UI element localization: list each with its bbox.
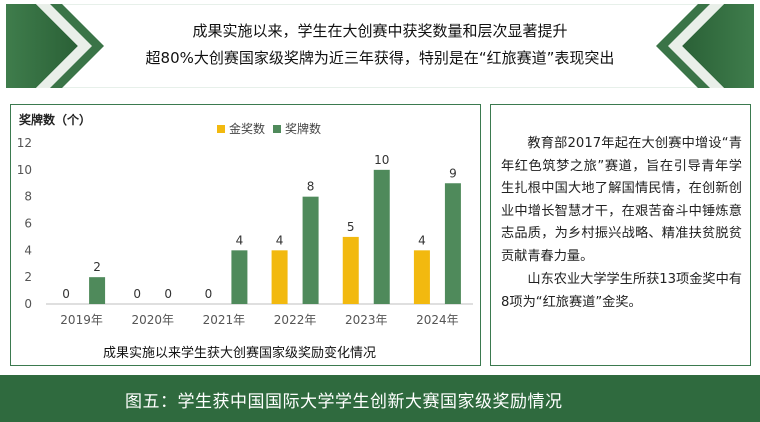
x-tick-label: 2020年: [131, 313, 174, 327]
y-tick-label: 0: [24, 297, 32, 311]
bar: [342, 236, 359, 304]
bar: [231, 250, 248, 304]
bar-chart: 奖牌数（个） 0 2 4 6 8 10 12 金奖数 奖牌数 0 2 2019年 0 0 2020年 0 4 202…: [17, 112, 473, 361]
description-paragraph-2: 山东农业大学学生所获13项金奖中有8项为“红旅赛道”金奖。: [501, 272, 742, 310]
y-tick-label: 6: [24, 217, 32, 231]
legend-swatch: [273, 125, 281, 133]
y-tick-label: 4: [24, 243, 32, 257]
x-tick-label: 2024年: [416, 313, 459, 327]
data-label: 2: [93, 260, 101, 274]
data-label: 0: [205, 287, 213, 301]
y-tick-label: 12: [17, 136, 32, 150]
x-tick-label: 2019年: [60, 313, 103, 327]
bar: [444, 183, 461, 304]
data-label: 10: [374, 153, 389, 167]
data-label: 0: [62, 287, 70, 301]
bar: [302, 196, 319, 304]
data-label: 4: [276, 233, 284, 247]
y-tick-label: 2: [24, 270, 32, 284]
legend-label: 奖牌数: [285, 121, 321, 136]
y-axis-title: 奖牌数（个）: [19, 112, 91, 127]
x-tick-label: 2022年: [274, 313, 317, 327]
data-label: 8: [307, 180, 315, 194]
bar: [89, 277, 106, 304]
header-banner: 成果实施以来，学生在大创赛中获奖数量和层次显著提升 超80%大创赛国家级奖牌为近…: [6, 4, 754, 88]
chart-panel: 奖牌数（个） 0 2 4 6 8 10 12 金奖数 奖牌数 0 2 2019年 0 0 2020年 0 4 202…: [10, 104, 481, 366]
data-label: 9: [449, 166, 457, 180]
chart-caption: 成果实施以来学生获大创赛国家级奖励变化情况: [103, 345, 376, 361]
data-label: 0: [164, 287, 172, 301]
y-tick-label: 10: [17, 163, 32, 177]
banner-line-1: 成果实施以来，学生在大创赛中获奖数量和层次显著提升: [192, 22, 568, 40]
data-label: 4: [236, 233, 244, 247]
y-tick-label: 8: [24, 190, 32, 204]
x-tick-label: 2023年: [345, 313, 388, 327]
banner-text: 成果实施以来，学生在大创赛中获奖数量和层次显著提升 超80%大创赛国家级奖牌为近…: [106, 18, 654, 72]
legend-label: 金奖数: [229, 121, 265, 136]
description-paragraph-1: 教育部2017年起在大创赛中增设“青年红色筑梦之旅”赛道，旨在引导青年学生扎根中…: [501, 136, 742, 264]
data-label: 0: [133, 287, 141, 301]
bar: [413, 250, 430, 304]
data-label: 4: [418, 233, 426, 247]
x-tick-label: 2021年: [203, 313, 246, 327]
footer-bar: 图五：学生获中国国际大学学生创新大赛国家级奖励情况: [0, 375, 760, 422]
banner-line-2: 超80%大创赛国家级奖牌为近三年获得，特别是在“红旅赛道”表现突出: [145, 49, 615, 67]
bar: [373, 169, 390, 304]
description-panel: 教育部2017年起在大创赛中增设“青年红色筑梦之旅”赛道，旨在引导青年学生扎根中…: [490, 104, 751, 366]
data-label: 5: [347, 220, 355, 234]
legend-swatch: [217, 125, 225, 133]
banner-background: [6, 4, 754, 88]
figure-caption: 图五：学生获中国国际大学学生创新大赛国家级奖励情况: [125, 392, 563, 412]
bar: [271, 250, 288, 304]
